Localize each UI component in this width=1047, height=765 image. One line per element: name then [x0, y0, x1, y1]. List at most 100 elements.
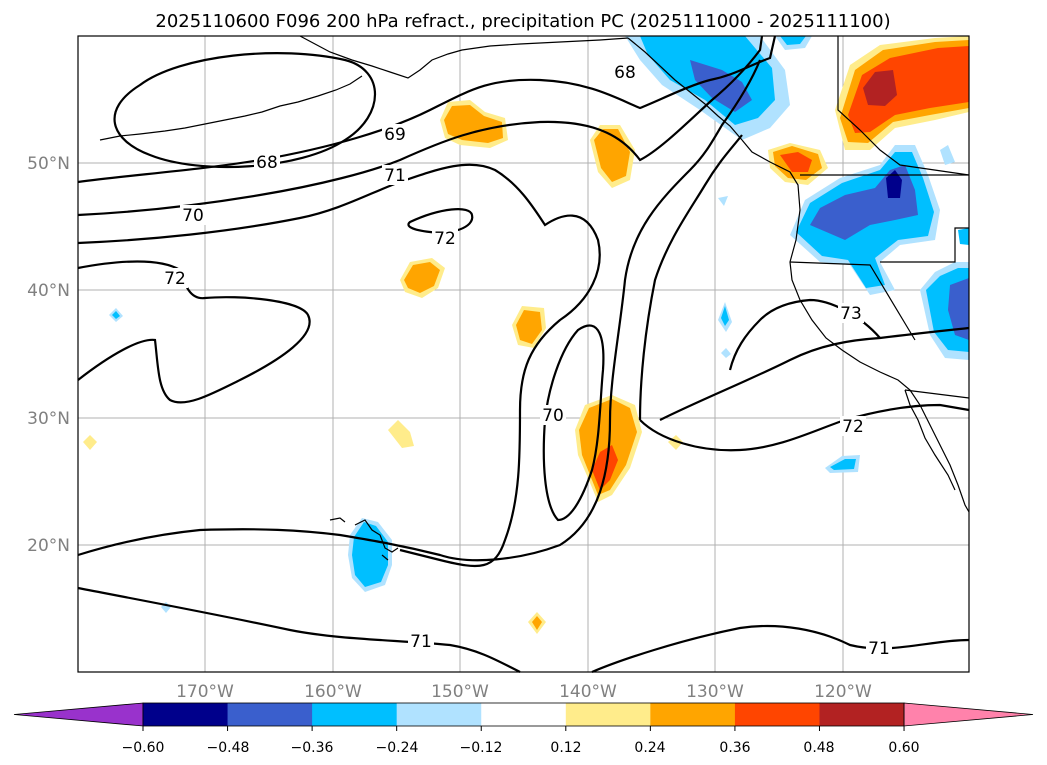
- colorbar-segment: [312, 703, 398, 726]
- map-frame: [77, 35, 970, 673]
- coast-bc: [627, 37, 743, 141]
- precip-c2-orange: [404, 262, 440, 293]
- border-us-mx: [904, 389, 970, 399]
- lon-label: 170°W: [176, 682, 234, 702]
- contours: [77, 35, 970, 674]
- contour-73: [608, 59, 970, 452]
- precip-bc-blue2: [780, 36, 806, 45]
- halo: [162, 268, 188, 288]
- colorbar-extend-low: [13, 702, 144, 727]
- coastlines: [99, 35, 970, 561]
- colorbar-ticks: −0.60 −0.48 −0.36 −0.24 −0.12 0.12 0.24 …: [122, 740, 920, 756]
- halo: [840, 416, 866, 436]
- contour-72-loop: [407, 208, 474, 234]
- contour-labels: 68 69 68 70 71 72 72 70 73 72 71 71: [162, 61, 892, 659]
- colorbar-extend-high: [903, 702, 1034, 727]
- halo: [540, 405, 566, 425]
- lat-label: 20°N: [27, 536, 70, 556]
- precip-small-a: [940, 145, 955, 165]
- precip-wa-red: [780, 152, 812, 172]
- contour-label: 72: [842, 417, 864, 437]
- border-or-id: [880, 227, 969, 263]
- colorbar-tick-label: −0.60: [122, 740, 165, 756]
- map-panel: 68 69 68 70 71 72 72 70 73 72 71 71: [77, 35, 970, 674]
- colorbar-segment: [143, 703, 229, 726]
- contour-71-south: [77, 586, 970, 674]
- precip-id-dark: [886, 170, 902, 198]
- halo: [180, 205, 206, 225]
- halo: [432, 228, 458, 248]
- lat-labels: 50°N 40°N 30°N 20°N: [27, 154, 70, 556]
- precip-goa-orange: [444, 105, 503, 143]
- contour-label: 71: [868, 639, 890, 659]
- halo: [866, 638, 892, 658]
- map-background: [78, 36, 969, 672]
- precip-off-blue2: [721, 306, 729, 326]
- lon-label: 160°W: [304, 682, 362, 702]
- colorbar-segment: [396, 703, 482, 726]
- colorbar-segment: [227, 703, 313, 726]
- colorbar-tick-label: 0.60: [888, 740, 919, 756]
- colorbar-tick-label: 0.12: [550, 740, 581, 756]
- precip-off-light1: [718, 196, 728, 206]
- contour-71: [77, 163, 601, 568]
- colorbar: [13, 702, 1034, 731]
- lon-label: 130°W: [686, 682, 744, 702]
- contour-label: 70: [542, 406, 564, 426]
- precip-small-b: [958, 228, 969, 245]
- border-ca-nv: [789, 261, 916, 341]
- lat-label: 50°N: [27, 154, 70, 174]
- precip-y2: [388, 420, 414, 448]
- colorbar-tick-label: 0.24: [634, 740, 665, 756]
- precip-y1: [83, 435, 97, 450]
- halo: [838, 303, 864, 323]
- precip-off-light3: [721, 348, 731, 358]
- precip-ab-redorange: [848, 46, 969, 133]
- lat-label: 30°N: [27, 409, 70, 429]
- contour-68-west: [113, 52, 377, 169]
- colorbar-tick-label: 0.36: [719, 740, 750, 756]
- colorbar-segment: [819, 703, 905, 726]
- lon-label: 120°W: [814, 682, 872, 702]
- lat-label: 40°N: [27, 281, 70, 301]
- contour-label: 71: [410, 632, 432, 652]
- contour-69: [77, 35, 777, 184]
- contour-70: [77, 35, 764, 217]
- coast-aleutians: [99, 75, 363, 141]
- precip-b1-blue: [112, 311, 120, 319]
- figure-title: 2025110600 F096 200 hPa refract., precip…: [155, 11, 890, 32]
- coast-alaska: [299, 35, 629, 79]
- border-ab-bc: [837, 36, 970, 176]
- coast-baja: [904, 389, 956, 491]
- halo: [254, 152, 280, 172]
- precip-shading: [83, 36, 969, 634]
- lon-labels: 170°W 160°W 150°W 140°W 130°W 120°W: [176, 682, 872, 702]
- colorbar-tick-label: −0.36: [291, 740, 334, 756]
- lon-label: 150°W: [431, 682, 489, 702]
- contour-72-south: [77, 419, 612, 562]
- colorbar-segment: [481, 703, 567, 726]
- halo: [382, 165, 408, 185]
- contour-label: 68: [614, 63, 636, 83]
- contour-label: 71: [384, 166, 406, 186]
- precip-bc-mid: [690, 60, 752, 112]
- contour-label: 72: [434, 229, 456, 249]
- coast-hawaii: [329, 517, 399, 561]
- colorbar-tick-label: 0.48: [803, 740, 834, 756]
- halo: [382, 124, 408, 144]
- contour-label: 68: [256, 153, 278, 173]
- precip-baja-blue: [830, 459, 856, 470]
- contour-label: 72: [164, 269, 186, 289]
- colorbar-tick-label: −0.24: [376, 740, 419, 756]
- colorbar-segment: [650, 703, 736, 726]
- halo: [408, 631, 434, 651]
- precip-y4-orange: [532, 616, 542, 630]
- contour-70-south: [542, 324, 605, 522]
- lon-label: 140°W: [559, 682, 617, 702]
- colorbar-frame: [142, 702, 905, 727]
- contour-label: 70: [182, 206, 204, 226]
- colorbar-segment: [565, 703, 651, 726]
- contour-label: 69: [384, 125, 406, 145]
- precip-ut-mid: [948, 278, 969, 340]
